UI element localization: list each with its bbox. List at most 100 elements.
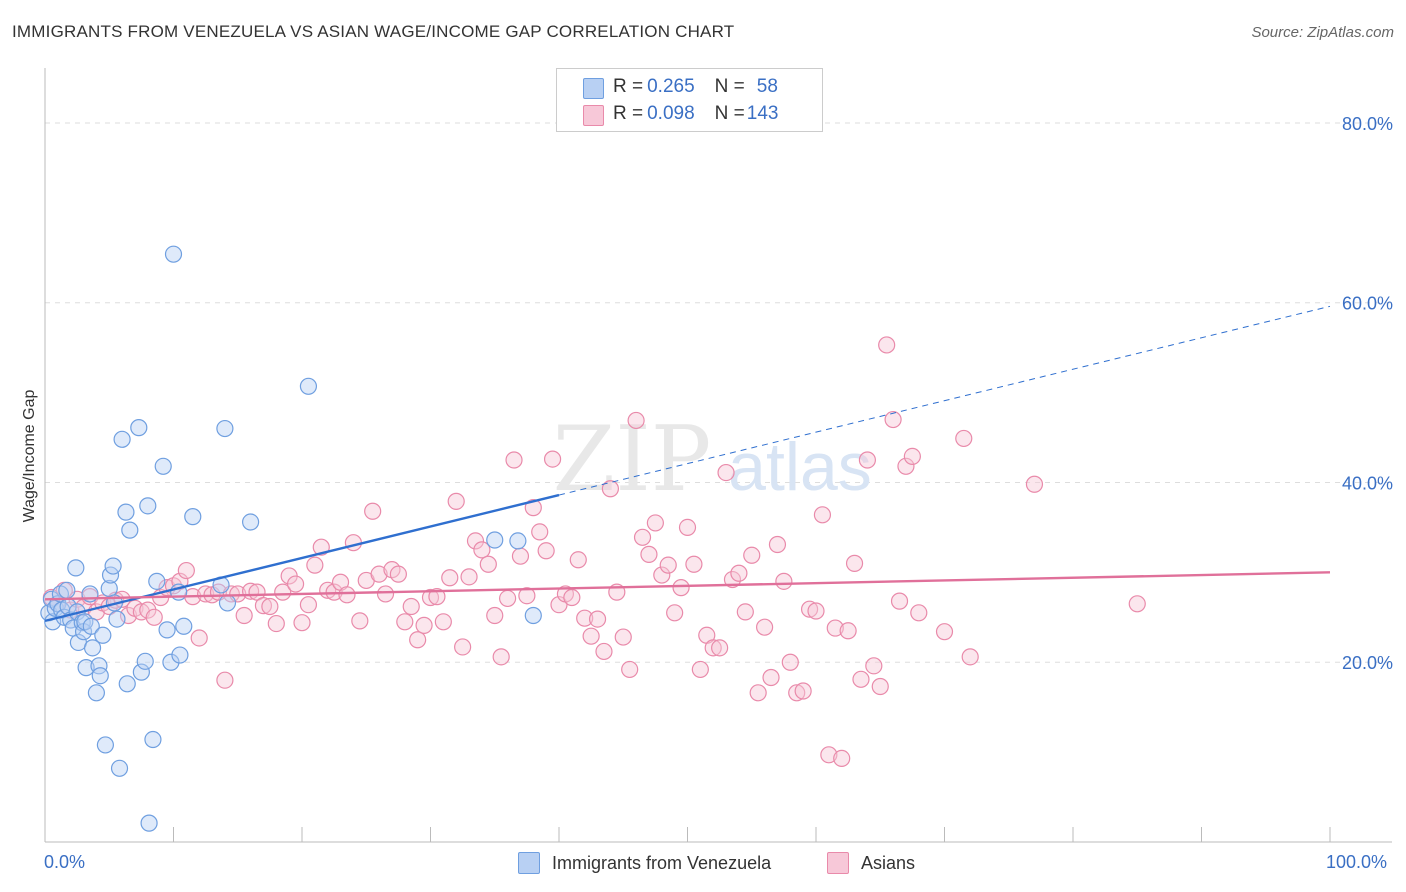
asians-point [389, 565, 407, 583]
asians-point [274, 583, 292, 601]
asians-point [884, 410, 902, 429]
asians-point [197, 585, 215, 603]
venezuela-point [144, 730, 162, 749]
asians-point [691, 660, 709, 679]
asians-point [588, 610, 607, 628]
venezuela-point [104, 557, 122, 575]
asians-point [749, 684, 767, 702]
pink-n-label: N = [714, 103, 745, 124]
asians-point [678, 518, 697, 537]
asians-point [961, 648, 979, 666]
asians-point [659, 556, 677, 574]
venezuela-point [148, 572, 166, 590]
asians-point [775, 572, 793, 590]
asians-point [441, 569, 459, 587]
blue-r-label: R = [613, 76, 644, 97]
asians-point [666, 604, 684, 622]
venezuela-point [117, 503, 135, 521]
venezuela-point [162, 653, 180, 671]
pink-n-value: 143 [746, 103, 779, 124]
venezuela-trendline [44, 493, 560, 623]
asians-point [633, 528, 652, 546]
venezuela-point [524, 606, 542, 625]
legend-row-blue: R = 0.265 N = 58 [583, 76, 778, 99]
asians-point [955, 429, 973, 448]
venezuela-point [164, 245, 183, 263]
venezuela-point [139, 497, 157, 515]
asians-point [537, 542, 555, 560]
asians-point [820, 746, 838, 764]
asians-point [511, 547, 530, 565]
asians-point [351, 612, 369, 630]
x-tick-max: 100.0% [1326, 852, 1388, 872]
asians-point [299, 596, 318, 614]
asians-point [177, 561, 195, 580]
venezuela-point [216, 419, 234, 438]
y-tick-label: 40.0% [1342, 473, 1393, 493]
asians-point [781, 653, 799, 671]
blue-n-value: 58 [756, 76, 778, 97]
y-tick-label: 20.0% [1342, 653, 1393, 673]
asians-point [505, 451, 523, 469]
asians-point [723, 570, 742, 589]
asians-point [563, 588, 581, 607]
asians-point [1025, 475, 1044, 493]
asians-point [370, 565, 388, 583]
legend-row-pink: R = 0.098 N = 143 [583, 103, 779, 126]
source-label: Source: ZipAtlas.com [1251, 24, 1394, 41]
asians-point [190, 629, 208, 647]
asians-point [890, 592, 909, 610]
asians-point [145, 608, 163, 626]
blue-r-value: 0.265 [647, 76, 695, 97]
asians-point [486, 606, 504, 625]
venezuela-point [77, 659, 95, 677]
watermark-zip: ZIP [553, 407, 712, 512]
asians-point [396, 613, 414, 631]
asians-point [717, 463, 735, 482]
venezuela-point [96, 736, 114, 754]
asians-point [601, 480, 620, 498]
asians-point [871, 677, 889, 696]
pink-legend-swatch [827, 852, 849, 874]
venezuela-point [87, 684, 106, 702]
asians-point [447, 492, 465, 510]
asians-point [466, 532, 485, 550]
asians-point [646, 514, 664, 532]
asians-point [518, 587, 536, 605]
venezuela-point [108, 610, 126, 628]
asians-point [640, 545, 658, 563]
asians-point [762, 668, 780, 687]
venezuela-point [486, 531, 504, 549]
asians-point [839, 622, 857, 640]
venezuela-point [121, 521, 139, 539]
asians-point [910, 604, 928, 622]
asians-point [826, 619, 844, 637]
asians-point [858, 451, 877, 469]
asians-point [293, 614, 311, 632]
asians-point [903, 447, 921, 466]
asians-point [711, 639, 729, 657]
blue-n-label: N = [714, 76, 745, 97]
venezuela-legend-label: Immigrants from Venezuela [552, 852, 772, 873]
asians-point [306, 556, 324, 574]
asians-point [235, 606, 253, 625]
asians-point [344, 534, 362, 552]
asians-point [543, 450, 562, 468]
asians-trendline [44, 571, 1331, 601]
asians-point [1128, 595, 1146, 613]
asians-point [171, 572, 189, 590]
asians-point [794, 682, 812, 700]
asians-point [409, 631, 427, 649]
venezuela-point [83, 639, 102, 657]
venezuela-point [158, 621, 176, 639]
venezuela-point [82, 617, 100, 635]
asians-point [569, 551, 587, 569]
asians-point [627, 411, 645, 430]
asians-point [376, 585, 395, 603]
watermark-atlas: atlas [728, 429, 872, 505]
asians-point [454, 638, 472, 656]
y-tick-label: 80.0% [1342, 114, 1393, 134]
asians-point [833, 749, 851, 768]
venezuela-point [184, 508, 202, 526]
asians-point [267, 614, 285, 633]
